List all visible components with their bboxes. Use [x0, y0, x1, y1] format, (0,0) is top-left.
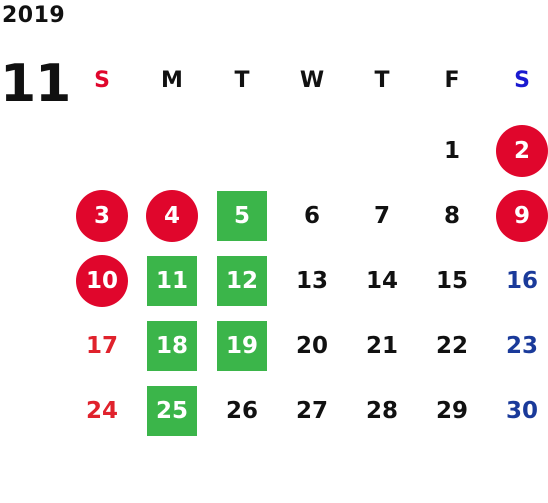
day-cell[interactable]: 7 [373, 203, 390, 229]
day-cell[interactable]: 17 [85, 333, 118, 359]
day-cell[interactable]: 14 [365, 268, 398, 294]
day-cell[interactable]: 2 [496, 125, 548, 177]
day-cell[interactable]: 15 [435, 268, 468, 294]
day-cell[interactable]: 24 [85, 398, 118, 424]
day-cell[interactable]: 26 [225, 398, 258, 424]
day-cell[interactable]: 4 [146, 190, 198, 242]
day-cell[interactable]: 5 [217, 191, 267, 241]
weekday-label: M [161, 68, 183, 93]
calendar-year: 2019 [2, 3, 66, 28]
weekday-label: F [444, 68, 460, 93]
day-cell[interactable]: 11 [147, 256, 197, 306]
weekday-label: W [299, 68, 325, 93]
day-cell[interactable]: 6 [303, 203, 320, 229]
day-cell[interactable]: 21 [365, 333, 398, 359]
day-cell[interactable]: 22 [435, 333, 468, 359]
weekday-label: S [94, 68, 110, 93]
day-cell[interactable]: 9 [496, 190, 548, 242]
day-cell[interactable]: 3 [76, 190, 128, 242]
day-cell[interactable]: 8 [443, 203, 460, 229]
weekday-label: T [234, 68, 250, 93]
day-cell[interactable]: 19 [217, 321, 267, 371]
day-cell[interactable]: 29 [435, 398, 468, 424]
day-cell[interactable]: 10 [76, 255, 128, 307]
calendar-month: 11 [0, 54, 71, 114]
day-cell[interactable]: 20 [295, 333, 328, 359]
day-cell[interactable]: 25 [147, 386, 197, 436]
day-cell[interactable]: 27 [295, 398, 328, 424]
day-cell[interactable]: 28 [365, 398, 398, 424]
day-cell[interactable]: 18 [147, 321, 197, 371]
weekday-label: T [374, 68, 390, 93]
day-cell[interactable]: 13 [295, 268, 328, 294]
day-cell[interactable]: 16 [505, 268, 538, 294]
day-cell[interactable]: 1 [443, 138, 460, 164]
weekday-label: S [514, 68, 530, 93]
day-cell[interactable]: 23 [505, 333, 538, 359]
day-cell[interactable]: 12 [217, 256, 267, 306]
day-cell[interactable]: 30 [505, 398, 538, 424]
